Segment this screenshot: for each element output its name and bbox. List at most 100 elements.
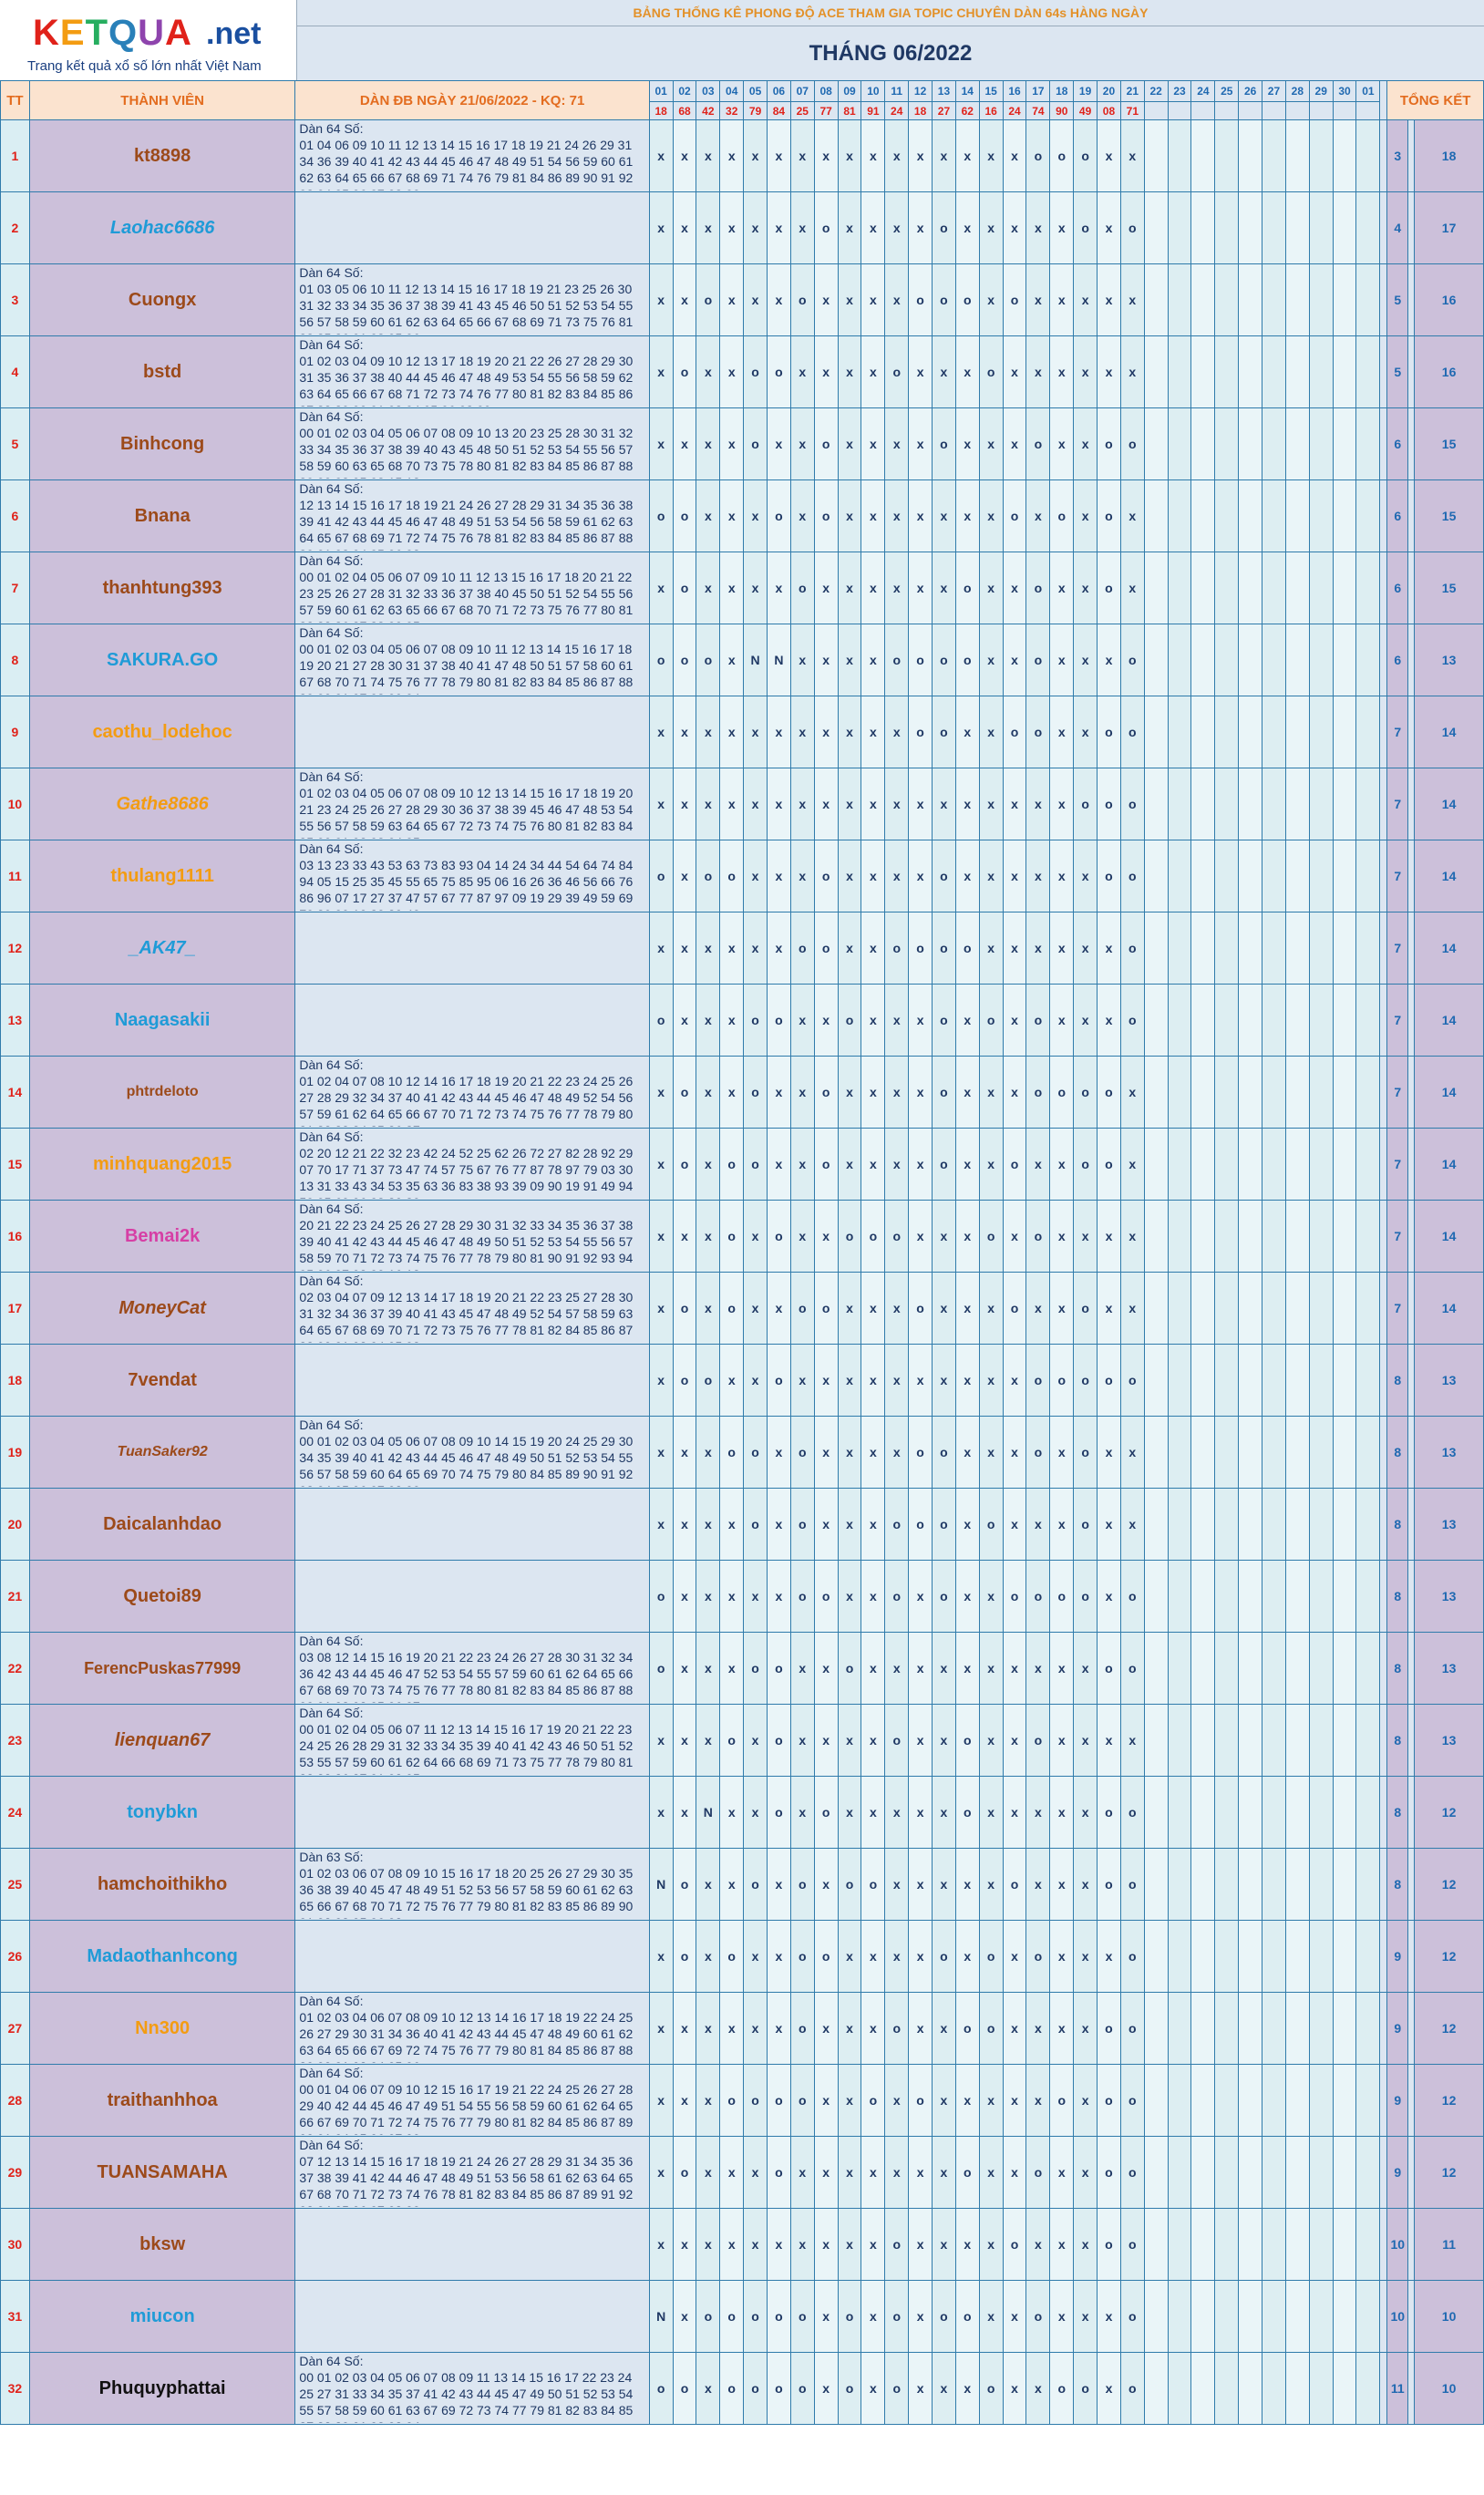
member-name[interactable]: FerencPuskas77999 (28, 1632, 296, 1705)
day-mark: o (1025, 984, 1051, 1057)
member-name[interactable]: Nn300 (28, 1992, 296, 2065)
day-mark: x (743, 119, 768, 192)
member-name[interactable]: Daicalanhdao (28, 1488, 296, 1561)
day-mark (1190, 119, 1216, 192)
member-name[interactable]: bstd (28, 335, 296, 408)
day-mark: o (1049, 2352, 1075, 2425)
day-mark: x (1073, 840, 1098, 912)
member-name[interactable]: MoneyCat (28, 1272, 296, 1345)
day-header: 05 (743, 80, 768, 102)
member-name[interactable]: tonybkn (28, 1776, 296, 1849)
day-mark: x (932, 479, 956, 552)
day-mark (1262, 1920, 1286, 1993)
day-mark: x (648, 1416, 674, 1489)
total-miss: 12 (1414, 1848, 1484, 1921)
member-name[interactable]: traithanhhoa (28, 2064, 296, 2137)
day-mark: x (908, 479, 933, 552)
member-name[interactable]: Bemai2k (28, 1200, 296, 1273)
day-mark (1190, 552, 1216, 624)
day-header: 02 (672, 80, 697, 102)
day-mark: o (1025, 119, 1051, 192)
member-row: 7 thanhtung393 Dàn 64 Số: 00 01 02 04 05 06… (0, 552, 1484, 624)
day-mark: x (648, 1488, 674, 1561)
day-mark (1143, 696, 1169, 768)
member-name[interactable]: Phuquyphattai (28, 2352, 296, 2425)
day-mark: x (978, 768, 1004, 840)
number-set: Dàn 64 Số: 00 01 02 03 04 05 06 07 08 09 … (294, 624, 650, 696)
number-set-values: 01 04 06 09 10 11 12 13 14 15 16 17 18 1… (299, 138, 634, 191)
member-name[interactable]: Cuongx (28, 263, 296, 336)
day-mark (1262, 479, 1286, 552)
member-name[interactable]: caothu_lodehoc (28, 696, 296, 768)
day-mark: x (837, 1128, 862, 1201)
day-mark: o (1002, 1848, 1027, 1921)
day-mark: x (884, 2136, 910, 2209)
day-mark (1238, 1488, 1263, 1561)
day-mark: x (908, 2352, 933, 2425)
day-mark: x (1002, 1200, 1027, 1273)
member-name[interactable]: bksw (28, 2208, 296, 2281)
day-mark (1355, 1776, 1381, 1849)
spacer (1407, 407, 1416, 480)
member-name[interactable]: thanhtung393 (28, 552, 296, 624)
member-name[interactable]: TuanSaker92 (28, 1416, 296, 1489)
member-name[interactable]: kt8898 (28, 119, 296, 192)
member-name[interactable]: phtrdeloto (28, 1056, 296, 1129)
day-mark: x (767, 696, 791, 768)
member-name[interactable]: Gathe8686 (28, 768, 296, 840)
ketqua-logo[interactable]: KETQUA .net Trang kết quả xổ số lớn nhất… (0, 0, 297, 82)
number-set-label: Dàn 64 Số: (299, 2138, 364, 2152)
number-set-content: Dàn 64 Số: 03 08 12 14 15 16 19 20 21 22 … (299, 1634, 644, 1703)
header-total: TỔNG KẾT (1386, 80, 1484, 120)
day-mark: x (978, 479, 1004, 552)
total-hit: 8 (1386, 1704, 1409, 1777)
day-mark: x (719, 1992, 745, 2065)
member-name[interactable]: lienquan67 (28, 1704, 296, 1777)
day-mark (1238, 2352, 1263, 2425)
day-mark: o (789, 2280, 815, 2353)
member-name[interactable]: Binhcong (28, 407, 296, 480)
member-name[interactable]: Naagasakii (28, 984, 296, 1057)
number-set-content: Dàn 64 Số: 12 13 14 15 16 17 18 19 21 24 … (299, 481, 644, 551)
member-name[interactable]: hamchoithikho (28, 1848, 296, 1921)
member-name[interactable]: TUANSAMAHA (28, 2136, 296, 2209)
day-mark: x (696, 1704, 721, 1777)
day-mark (1284, 2064, 1310, 2137)
day-mark: o (1025, 1200, 1051, 1273)
day-mark (1355, 2136, 1381, 2209)
day-mark: x (954, 335, 980, 408)
member-name[interactable]: thulang1111 (28, 840, 296, 912)
member-name[interactable]: Bnana (28, 479, 296, 552)
member-name[interactable]: SAKURA.GO (28, 624, 296, 696)
day-mark: o (672, 1920, 697, 1993)
member-name[interactable]: Madaothanhcong (28, 1920, 296, 1993)
day-mark: x (978, 407, 1004, 480)
day-mark: o (648, 479, 674, 552)
member-name[interactable]: Quetoi89 (28, 1560, 296, 1633)
spacer (1379, 1200, 1388, 1273)
day-mark: o (789, 1560, 815, 1633)
day-mark: x (932, 2352, 956, 2425)
day-mark: x (1097, 1560, 1121, 1633)
member-name[interactable]: 7vendat (28, 1344, 296, 1417)
day-mark: x (1073, 1992, 1098, 2065)
day-mark: x (837, 1416, 862, 1489)
day-mark: x (1097, 1200, 1121, 1273)
day-mark (1167, 768, 1192, 840)
day-result: 79 (743, 101, 768, 120)
member-name[interactable]: _AK47_ (28, 912, 296, 985)
day-mark: x (696, 1416, 721, 1489)
number-set-values: 01 02 03 04 09 10 12 13 17 18 19 20 21 2… (299, 354, 634, 407)
day-mark: x (954, 768, 980, 840)
member-name[interactable]: Laohac6686 (28, 191, 296, 264)
day-mark: o (861, 2064, 886, 2137)
day-mark (1167, 1416, 1192, 1489)
day-mark: x (1002, 1632, 1027, 1705)
member-name[interactable]: minhquang2015 (28, 1128, 296, 1201)
total-hit: 6 (1386, 624, 1409, 696)
day-mark: x (743, 840, 768, 912)
day-mark: o (1002, 2208, 1027, 2281)
day-mark: x (1073, 1200, 1098, 1273)
day-mark: x (954, 407, 980, 480)
member-name[interactable]: miucon (28, 2280, 296, 2353)
